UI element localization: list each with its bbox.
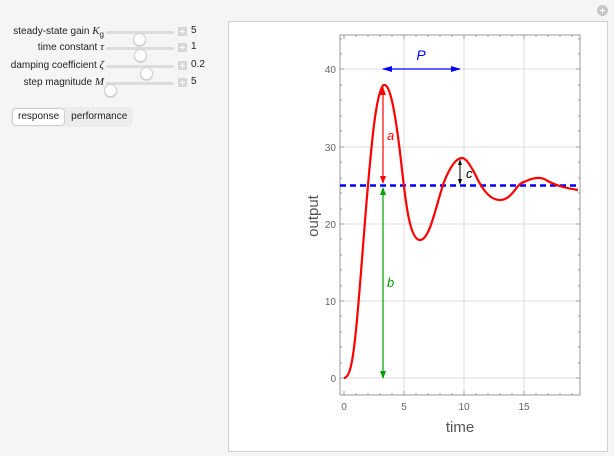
response-curve [343, 83, 579, 380]
expand-plus-icon[interactable] [178, 27, 187, 36]
svg-text:10: 10 [325, 297, 337, 308]
label-b: b [387, 275, 394, 290]
x-axis-label: time [446, 419, 474, 436]
control-value: 0.2 [191, 59, 205, 70]
x-tick-labels: 0 5 10 15 [341, 402, 530, 413]
control-label: time constant τ [37, 41, 104, 53]
gain-slider[interactable] [106, 31, 174, 46]
control-damping-coefficient: damping coefficient ζ 0.2 [0, 58, 220, 80]
slider-thumb[interactable] [140, 67, 153, 80]
axis-ticks [340, 35, 580, 395]
label-a: a [387, 128, 394, 143]
control-value: 5 [191, 25, 197, 36]
damping-slider[interactable] [106, 65, 174, 80]
slider-thumb[interactable] [134, 49, 147, 62]
control-label: damping coefficient ζ [10, 59, 104, 71]
svg-text:40: 40 [325, 65, 337, 76]
svg-text:10: 10 [458, 402, 470, 413]
label-c: c [466, 166, 473, 181]
label-p: P [416, 47, 426, 63]
expand-plus-icon[interactable] [178, 61, 187, 70]
svg-text:5: 5 [401, 402, 407, 413]
tab-performance[interactable]: performance [71, 111, 128, 122]
control-label: step magnitude M [23, 76, 104, 88]
close-icon[interactable] [597, 5, 608, 16]
control-value: 1 [191, 41, 197, 52]
time-constant-slider[interactable] [106, 47, 174, 62]
control-step-magnitude: step magnitude M 5 [0, 75, 220, 97]
y-axis-label: output [305, 194, 322, 237]
control-steady-state-gain: steady-state gain Kg 5 [0, 24, 220, 46]
control-value: 5 [191, 76, 197, 87]
svg-text:20: 20 [325, 220, 337, 231]
expand-plus-icon[interactable] [178, 78, 187, 87]
slider-thumb[interactable] [133, 33, 146, 46]
view-toggle: response performance [11, 107, 134, 127]
slider-thumb[interactable] [104, 84, 117, 97]
svg-text:30: 30 [325, 143, 337, 154]
step-magnitude-slider[interactable] [104, 82, 174, 97]
control-time-constant: time constant τ 1 [0, 40, 220, 62]
svg-text:15: 15 [518, 402, 530, 413]
y-tick-labels: 0 10 20 30 40 [325, 65, 337, 385]
tab-response[interactable]: response [12, 108, 66, 126]
plot-frame [339, 34, 581, 396]
expand-plus-icon[interactable] [178, 43, 187, 52]
svg-text:0: 0 [341, 402, 347, 413]
svg-text:0: 0 [330, 374, 336, 385]
control-label: steady-state gain Kg [13, 25, 104, 39]
